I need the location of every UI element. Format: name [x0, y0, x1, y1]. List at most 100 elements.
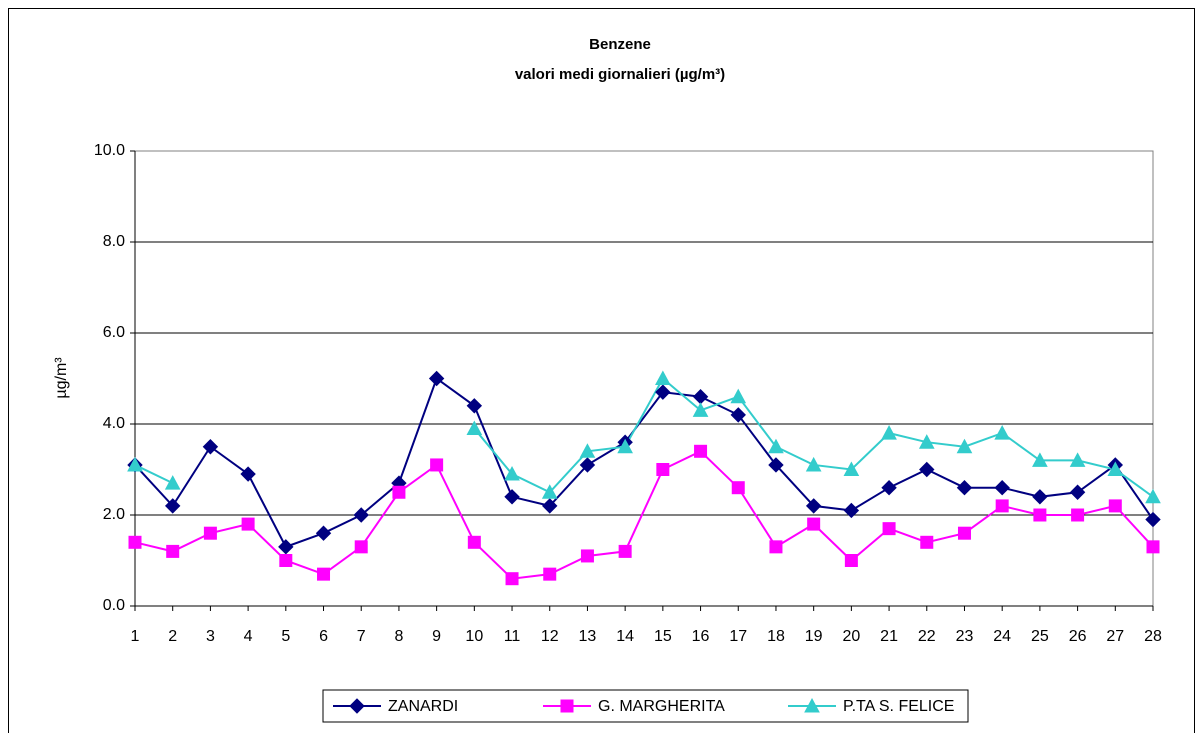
- x-tick-label: 13: [579, 628, 597, 645]
- marker: [919, 461, 935, 478]
- marker: [279, 554, 293, 567]
- marker: [543, 567, 557, 581]
- marker: [730, 407, 746, 423]
- y-tick-label: 6.0: [103, 324, 125, 341]
- marker: [656, 463, 670, 476]
- marker: [844, 554, 858, 567]
- marker: [164, 498, 181, 514]
- y-tick-label: 10.0: [94, 142, 125, 159]
- marker: [692, 402, 709, 417]
- marker: [430, 458, 444, 472]
- x-tick-label: 5: [281, 628, 290, 645]
- marker: [466, 420, 483, 436]
- x-tick-label: 14: [616, 628, 634, 645]
- marker: [278, 539, 294, 555]
- marker: [240, 466, 256, 482]
- marker: [768, 438, 784, 454]
- x-tick-label: 15: [654, 628, 672, 645]
- marker: [804, 697, 820, 713]
- marker: [128, 535, 142, 549]
- x-tick-label: 20: [842, 628, 860, 645]
- marker: [354, 540, 368, 554]
- x-tick-label: 3: [206, 628, 215, 645]
- marker: [1145, 488, 1161, 504]
- marker: [617, 438, 633, 454]
- x-tick-label: 7: [357, 628, 366, 645]
- marker: [1069, 484, 1086, 500]
- marker: [241, 517, 255, 531]
- marker: [618, 544, 632, 558]
- x-tick-label: 11: [504, 628, 521, 645]
- marker: [353, 507, 369, 523]
- marker: [1108, 499, 1122, 513]
- marker: [956, 479, 973, 496]
- marker: [881, 425, 897, 440]
- y-axis-label: µg/m³: [53, 357, 70, 399]
- x-tick-label: 17: [729, 628, 747, 645]
- marker: [920, 535, 934, 549]
- marker: [467, 535, 481, 549]
- marker: [843, 461, 860, 476]
- marker: [1033, 508, 1047, 522]
- x-tick-label: 2: [168, 628, 177, 645]
- marker: [428, 370, 445, 387]
- x-tick-label: 6: [319, 628, 328, 645]
- marker: [807, 517, 821, 531]
- marker: [317, 567, 331, 581]
- legend-label: ZANARDI: [388, 698, 458, 715]
- marker: [805, 456, 822, 472]
- marker: [994, 425, 1011, 440]
- marker: [1032, 489, 1048, 505]
- marker: [1032, 452, 1048, 467]
- marker: [805, 498, 822, 514]
- marker: [881, 479, 897, 496]
- x-tick-label: 23: [956, 628, 974, 645]
- marker: [392, 485, 406, 499]
- marker: [655, 384, 671, 400]
- x-tick-label: 8: [394, 628, 403, 645]
- marker: [541, 484, 558, 499]
- marker: [166, 544, 180, 558]
- marker: [957, 526, 971, 540]
- marker: [349, 698, 365, 714]
- marker: [202, 439, 219, 455]
- marker: [466, 398, 483, 414]
- marker: [164, 475, 181, 490]
- marker: [1071, 508, 1085, 522]
- marker: [768, 457, 784, 473]
- marker: [918, 434, 935, 449]
- x-tick-label: 24: [993, 628, 1011, 645]
- legend-label: P.TA S. FELICE: [843, 698, 954, 715]
- y-tick-label: 4.0: [103, 415, 125, 432]
- marker: [730, 388, 747, 404]
- marker: [504, 465, 520, 481]
- marker: [769, 540, 783, 554]
- marker: [504, 489, 520, 505]
- marker: [203, 526, 217, 540]
- y-tick-label: 0.0: [103, 597, 125, 614]
- marker: [315, 525, 332, 541]
- marker: [994, 479, 1010, 496]
- marker: [995, 499, 1009, 513]
- legend-box: [322, 689, 969, 723]
- x-tick-label: 12: [541, 628, 559, 645]
- marker: [505, 572, 519, 586]
- marker: [560, 699, 574, 713]
- y-tick-label: 2.0: [103, 506, 125, 523]
- marker: [1145, 511, 1161, 528]
- marker: [843, 502, 860, 519]
- y-tick-label: 8.0: [103, 233, 125, 250]
- marker: [655, 370, 671, 385]
- x-tick-label: 28: [1144, 628, 1162, 645]
- marker: [956, 438, 973, 454]
- x-tick-label: 27: [1106, 628, 1124, 645]
- series-line: [134, 376, 1154, 549]
- x-tick-label: 19: [805, 628, 823, 645]
- marker: [542, 498, 558, 514]
- chart-subtitle: valori medi giornalieri (µg/m³): [515, 66, 725, 83]
- marker: [731, 481, 745, 495]
- marker: [1146, 540, 1160, 554]
- marker: [694, 444, 708, 458]
- marker: [579, 443, 596, 458]
